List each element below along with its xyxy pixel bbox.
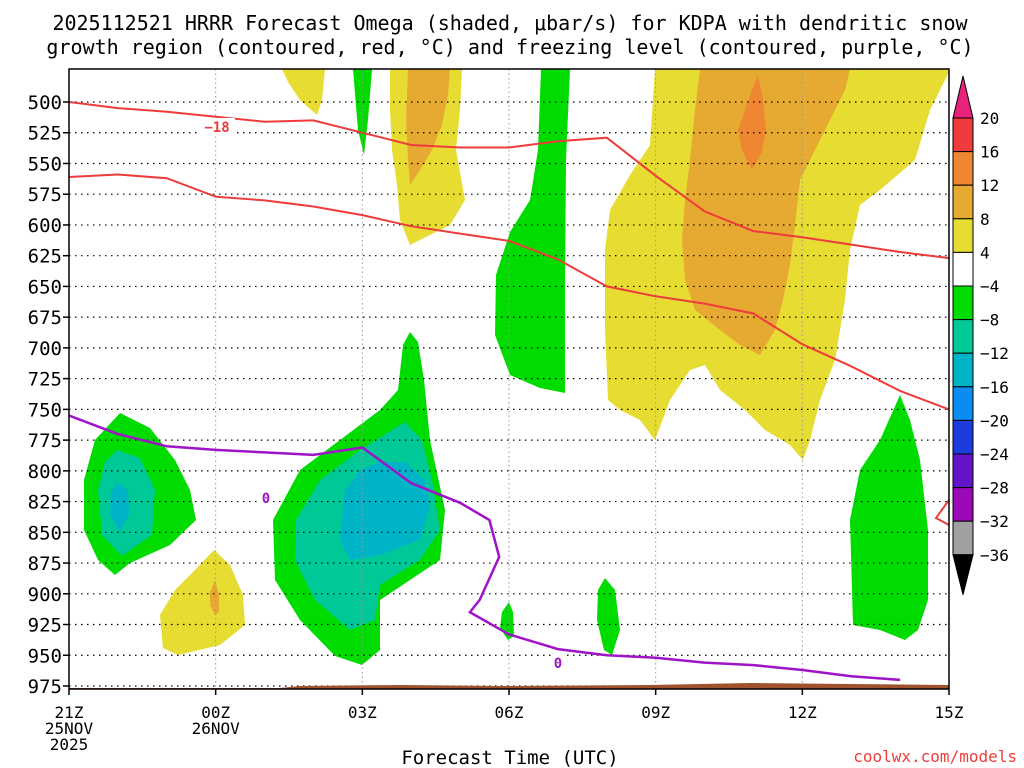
purple-label-2-bg [551, 654, 565, 672]
omega-region-dark-orange [738, 75, 766, 170]
red-contour-label: −18 [204, 120, 229, 136]
colorbar-label-5: −4 [980, 277, 999, 296]
colorbar-segment-6 [952, 285, 974, 321]
x-tick-label-21z: 21Z [55, 703, 84, 722]
x-tick-label-00z: 00Z [201, 703, 230, 722]
y-tick-label-575: 575 [28, 184, 62, 206]
y-tick-label-900: 900 [28, 584, 62, 606]
x-axis-label: Forecast Time (UTC) [401, 747, 618, 768]
colorbar-segment-1 [952, 117, 974, 153]
colorbar-segment-11 [952, 453, 974, 489]
omega-region-upper-orange [406, 69, 450, 185]
y-tick-label-675: 675 [28, 307, 62, 329]
omega-region-small-yellow-lower [160, 550, 245, 655]
y-tick-label-950: 950 [28, 645, 62, 667]
colorbar-arrow-bottom [952, 554, 974, 595]
freezing-level-label-2: 0 [554, 656, 562, 672]
colorbar-label-3: 8 [980, 210, 990, 229]
y-tick-label-975: 975 [28, 676, 62, 698]
y-tick-label-525: 525 [28, 123, 62, 145]
x-tick-label-09z: 09Z [641, 703, 670, 722]
x-tick-label-03z: 03Z [348, 703, 377, 722]
colorbar-label-1: 16 [980, 143, 999, 162]
freezing-level-label-1: 0 [262, 491, 270, 507]
x-tick-label-15z: 15Z [935, 703, 964, 722]
colorbar-label-13: −36 [980, 546, 1009, 565]
omega-region-large-orange [682, 69, 850, 355]
omega-region-small-orange-lower [210, 580, 219, 615]
colorbar-label-11: −28 [980, 479, 1009, 498]
chart-title-line1: 2025112521 HRRR Forecast Omega (shaded, … [52, 11, 968, 35]
colorbar-label-8: −16 [980, 378, 1009, 397]
colorbar-segment-13 [952, 520, 974, 556]
y-tick-label-925: 925 [28, 615, 62, 637]
y-tick-label-700: 700 [28, 338, 62, 360]
omega-region-left-cyan [110, 482, 129, 532]
colorbar-label-12: −32 [980, 512, 1009, 531]
y-tick-label-750: 750 [28, 399, 62, 421]
colorbar-segment-3 [952, 184, 974, 220]
y-tick-label-775: 775 [28, 430, 62, 452]
omega-region-right-green [850, 395, 928, 640]
colorbar-segment-10 [952, 419, 974, 455]
y-tick-label-625: 625 [28, 246, 62, 268]
red-label-bg [199, 118, 235, 136]
freezing-level-contour [69, 414, 901, 682]
purple-label-1-bg [259, 489, 273, 507]
red-contour-upper [69, 101, 949, 260]
omega-region-upper-green-thin [353, 69, 372, 155]
colorbar-segment-12 [952, 487, 974, 522]
x-tick-label-26nov: 26NOV [192, 719, 241, 738]
plot-area [69, 69, 949, 689]
colorbar-label-6: −8 [980, 311, 999, 330]
colorbar-segment-2 [952, 151, 974, 186]
y-tick-label-725: 725 [28, 369, 62, 391]
x-tick-label-06z: 06Z [495, 703, 524, 722]
y-axis: 500 525 550 575 600 625 650 675 700 725 750 775 800 8… [28, 92, 69, 698]
colorbar-label-9: −20 [980, 411, 1009, 430]
omega-region-center-green-column [495, 69, 570, 393]
y-tick-label-550: 550 [28, 153, 62, 175]
x-tick-label-12z: 12Z [788, 703, 817, 722]
colorbar-label-0: 20 [980, 109, 999, 128]
y-tick-label-800: 800 [28, 461, 62, 483]
credit-text: coolwx.com/models [853, 747, 1017, 766]
ground-bump [270, 683, 949, 689]
colorbar: 20 16 12 8 4 −4 −8 −12 −16 −20 −24 −28 −32 −36 [952, 75, 1009, 595]
x-tick-label-2025: 2025 [50, 735, 89, 754]
colorbar-segment-5 [952, 251, 974, 287]
colorbar-label-4: 4 [980, 243, 990, 262]
y-tick-label-825: 825 [28, 492, 62, 514]
colorbar-segment-8 [952, 352, 974, 388]
red-contour-lower [69, 173, 949, 411]
colorbar-segment-4 [952, 218, 974, 253]
colorbar-arrow-top [952, 75, 974, 119]
colorbar-segment-9 [952, 386, 974, 421]
chart-title-line2: growth region (contoured, red, °C) and f… [46, 35, 973, 59]
colorbar-label-7: −12 [980, 344, 1009, 363]
colorbar-segment-7 [952, 319, 974, 354]
y-tick-label-500: 500 [28, 92, 62, 114]
y-tick-label-650: 650 [28, 276, 62, 298]
omega-region-small-yellow-upper [282, 69, 325, 115]
y-tick-label-875: 875 [28, 553, 62, 575]
y-tick-label-600: 600 [28, 215, 62, 237]
red-contour-edge [934, 499, 949, 526]
y-tick-label-850: 850 [28, 522, 62, 544]
omega-region-center-cyan [340, 462, 430, 560]
x-tick-label-25nov: 25NOV [45, 719, 94, 738]
colorbar-label-10: −24 [980, 445, 1009, 464]
omega-region-small-green-2 [597, 578, 620, 655]
colorbar-label-2: 12 [980, 176, 999, 195]
